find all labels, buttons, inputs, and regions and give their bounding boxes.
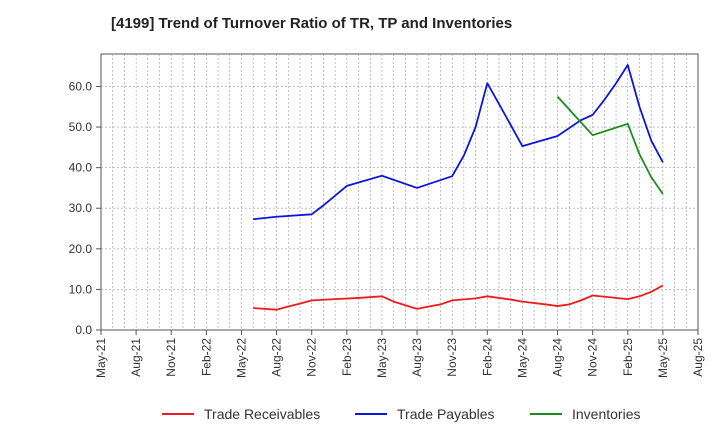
- y-tick-label: 20.0: [69, 242, 93, 256]
- y-tick-label: 50.0: [69, 120, 93, 134]
- y-tick-label: 0.0: [75, 323, 92, 337]
- grid-lines: [101, 54, 698, 330]
- series-line-2: [556, 96, 664, 195]
- series-line-1: [253, 64, 664, 221]
- x-tick-label: Aug-22: [270, 338, 284, 377]
- chart-title: [4199] Trend of Turnover Ratio of TR, TP…: [111, 15, 513, 32]
- x-tick-label: Aug-21: [129, 338, 143, 377]
- x-tick-label: Feb-24: [480, 338, 494, 376]
- x-axis-ticks: May-21 Aug-21 Nov-21 Feb-22 May-22 Aug-22 Nov-…: [94, 330, 705, 378]
- series-lines: [253, 64, 664, 311]
- x-tick-label: May-24: [515, 338, 529, 378]
- x-tick-label: Nov-22: [305, 338, 319, 377]
- y-tick-label: 40.0: [69, 161, 93, 175]
- x-tick-label: Nov-24: [586, 338, 600, 377]
- x-tick-label: Nov-23: [445, 338, 459, 377]
- y-tick-label: 60.0: [69, 79, 93, 93]
- x-tick-label: Nov-21: [164, 338, 178, 377]
- y-axis-ticks: 0.0 10.0 20.0 30.0 40.0 50.0 60.0: [69, 79, 101, 337]
- plot-area: [100, 53, 699, 331]
- x-tick-label: Feb-25: [621, 338, 635, 376]
- x-tick-label: Aug-24: [551, 338, 565, 377]
- x-tick-label: Aug-23: [410, 338, 424, 377]
- legend-label-2: Inventories: [572, 406, 640, 422]
- legend: Trade Receivables Trade Payables Inventori…: [162, 406, 640, 422]
- y-tick-label: 10.0: [69, 282, 93, 296]
- x-tick-label: Aug-25: [691, 338, 705, 377]
- x-tick-label: May-21: [94, 338, 108, 378]
- legend-label-1: Trade Payables: [397, 406, 495, 422]
- x-tick-label: Feb-23: [340, 338, 354, 376]
- series-line-0: [253, 284, 664, 311]
- y-tick-label: 30.0: [69, 201, 93, 215]
- x-tick-label: May-22: [234, 338, 248, 378]
- x-tick-label: May-23: [375, 338, 389, 378]
- x-tick-label: Feb-22: [199, 338, 213, 376]
- x-tick-label: May-25: [656, 338, 670, 378]
- legend-label-0: Trade Receivables: [204, 406, 320, 422]
